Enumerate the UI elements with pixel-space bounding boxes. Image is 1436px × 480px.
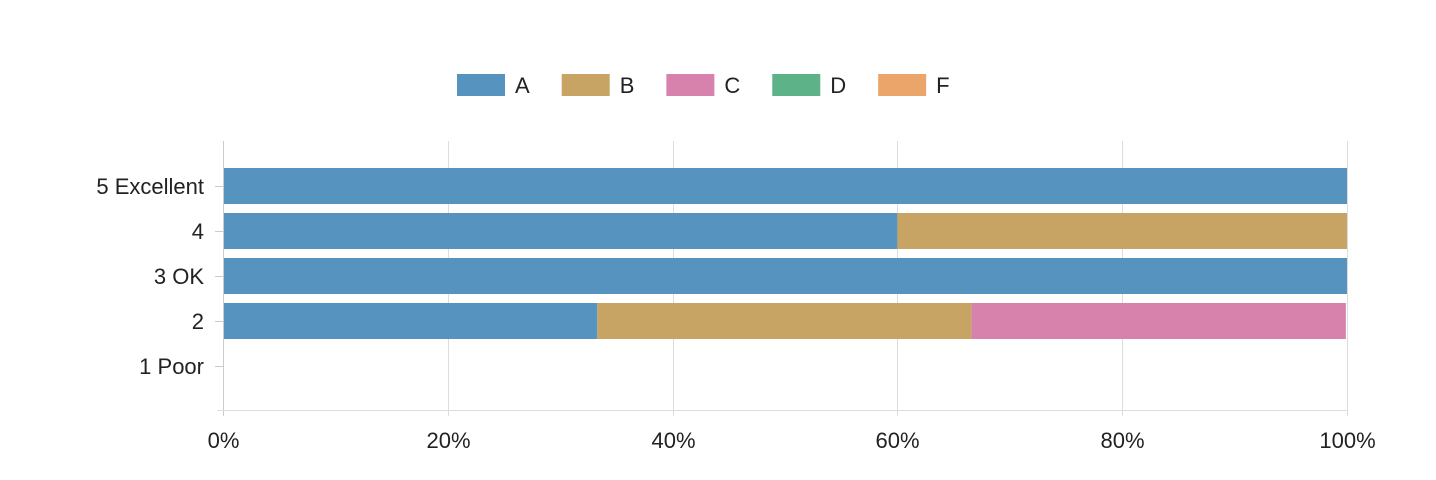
x-tick-label: 100% [1319,428,1375,453]
legend-swatch-A [457,74,505,96]
legend-swatch-D [772,74,821,96]
legend-label-F: F [936,73,949,98]
bar-segment-C [971,303,1346,339]
x-tick-label: 20% [426,428,470,453]
legend-label-D: D [830,73,846,98]
x-tick-label: 80% [1100,428,1144,453]
x-tick-label: 0% [208,428,240,453]
bars-layer [223,168,1347,339]
bar-segment-A [223,213,898,249]
bar-segment-B [897,213,1347,249]
bar-segment-A [223,168,1347,204]
legend-swatch-B [561,74,610,96]
y-tick-label: 5 Excellent [96,174,204,199]
bar-segment-B [597,303,972,339]
x-tick-label: 60% [875,428,919,453]
legend-swatch-C [666,74,715,96]
y-tick-label: 4 [192,219,204,244]
legend-swatch-F [878,74,927,96]
legend-label-B: B [620,73,635,98]
legend-label-A: A [515,73,530,98]
bar-segment-A [223,258,1347,294]
y-tick-label: 3 OK [154,264,204,289]
axis-layer: 0% 20% 40% 60% 80% 100% 5 Excellent 4 3 OK 2 1 Poo… [96,141,1376,453]
y-tick-label: 1 Poor [139,354,204,379]
x-tick-label: 40% [651,428,695,453]
y-tick-label: 2 [192,309,204,334]
legend-label-C: C [724,73,740,98]
bar-segment-A [223,303,598,339]
